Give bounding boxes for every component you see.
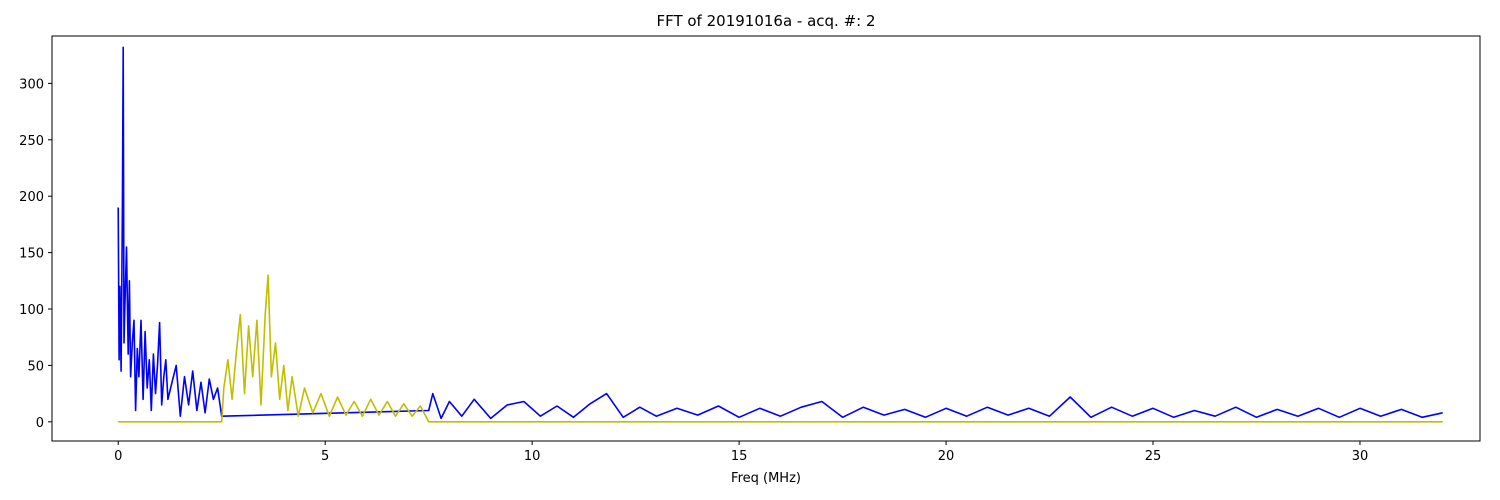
y-axis-ticks: 0 50 100 150 200 250 300	[19, 77, 52, 431]
x-tick-label: 30	[1352, 449, 1369, 464]
x-axis-ticks: 0 5 10 15 20 25 30	[114, 441, 1368, 464]
y-tick-label: 200	[19, 190, 44, 205]
chart-title: FFT of 20191016a - acq. #: 2	[656, 12, 875, 30]
y-tick-label: 50	[27, 359, 44, 374]
series-line-1	[118, 274, 1443, 423]
y-tick-label: 300	[19, 77, 44, 92]
x-tick-label: 10	[524, 449, 541, 464]
x-tick-label: 25	[1145, 449, 1162, 464]
x-tick-label: 0	[114, 449, 122, 464]
series-line-0	[117, 46, 1443, 420]
x-tick-label: 20	[938, 449, 955, 464]
x-tick-label: 15	[731, 449, 748, 464]
x-axis-label: Freq (MHz)	[731, 471, 801, 486]
x-tick-label: 5	[321, 449, 329, 464]
y-tick-label: 250	[19, 134, 44, 149]
y-tick-label: 100	[19, 303, 44, 318]
y-tick-label: 0	[36, 416, 44, 431]
y-tick-label: 150	[19, 247, 44, 262]
axes-frame	[51, 35, 1481, 442]
plot-area	[117, 46, 1443, 423]
